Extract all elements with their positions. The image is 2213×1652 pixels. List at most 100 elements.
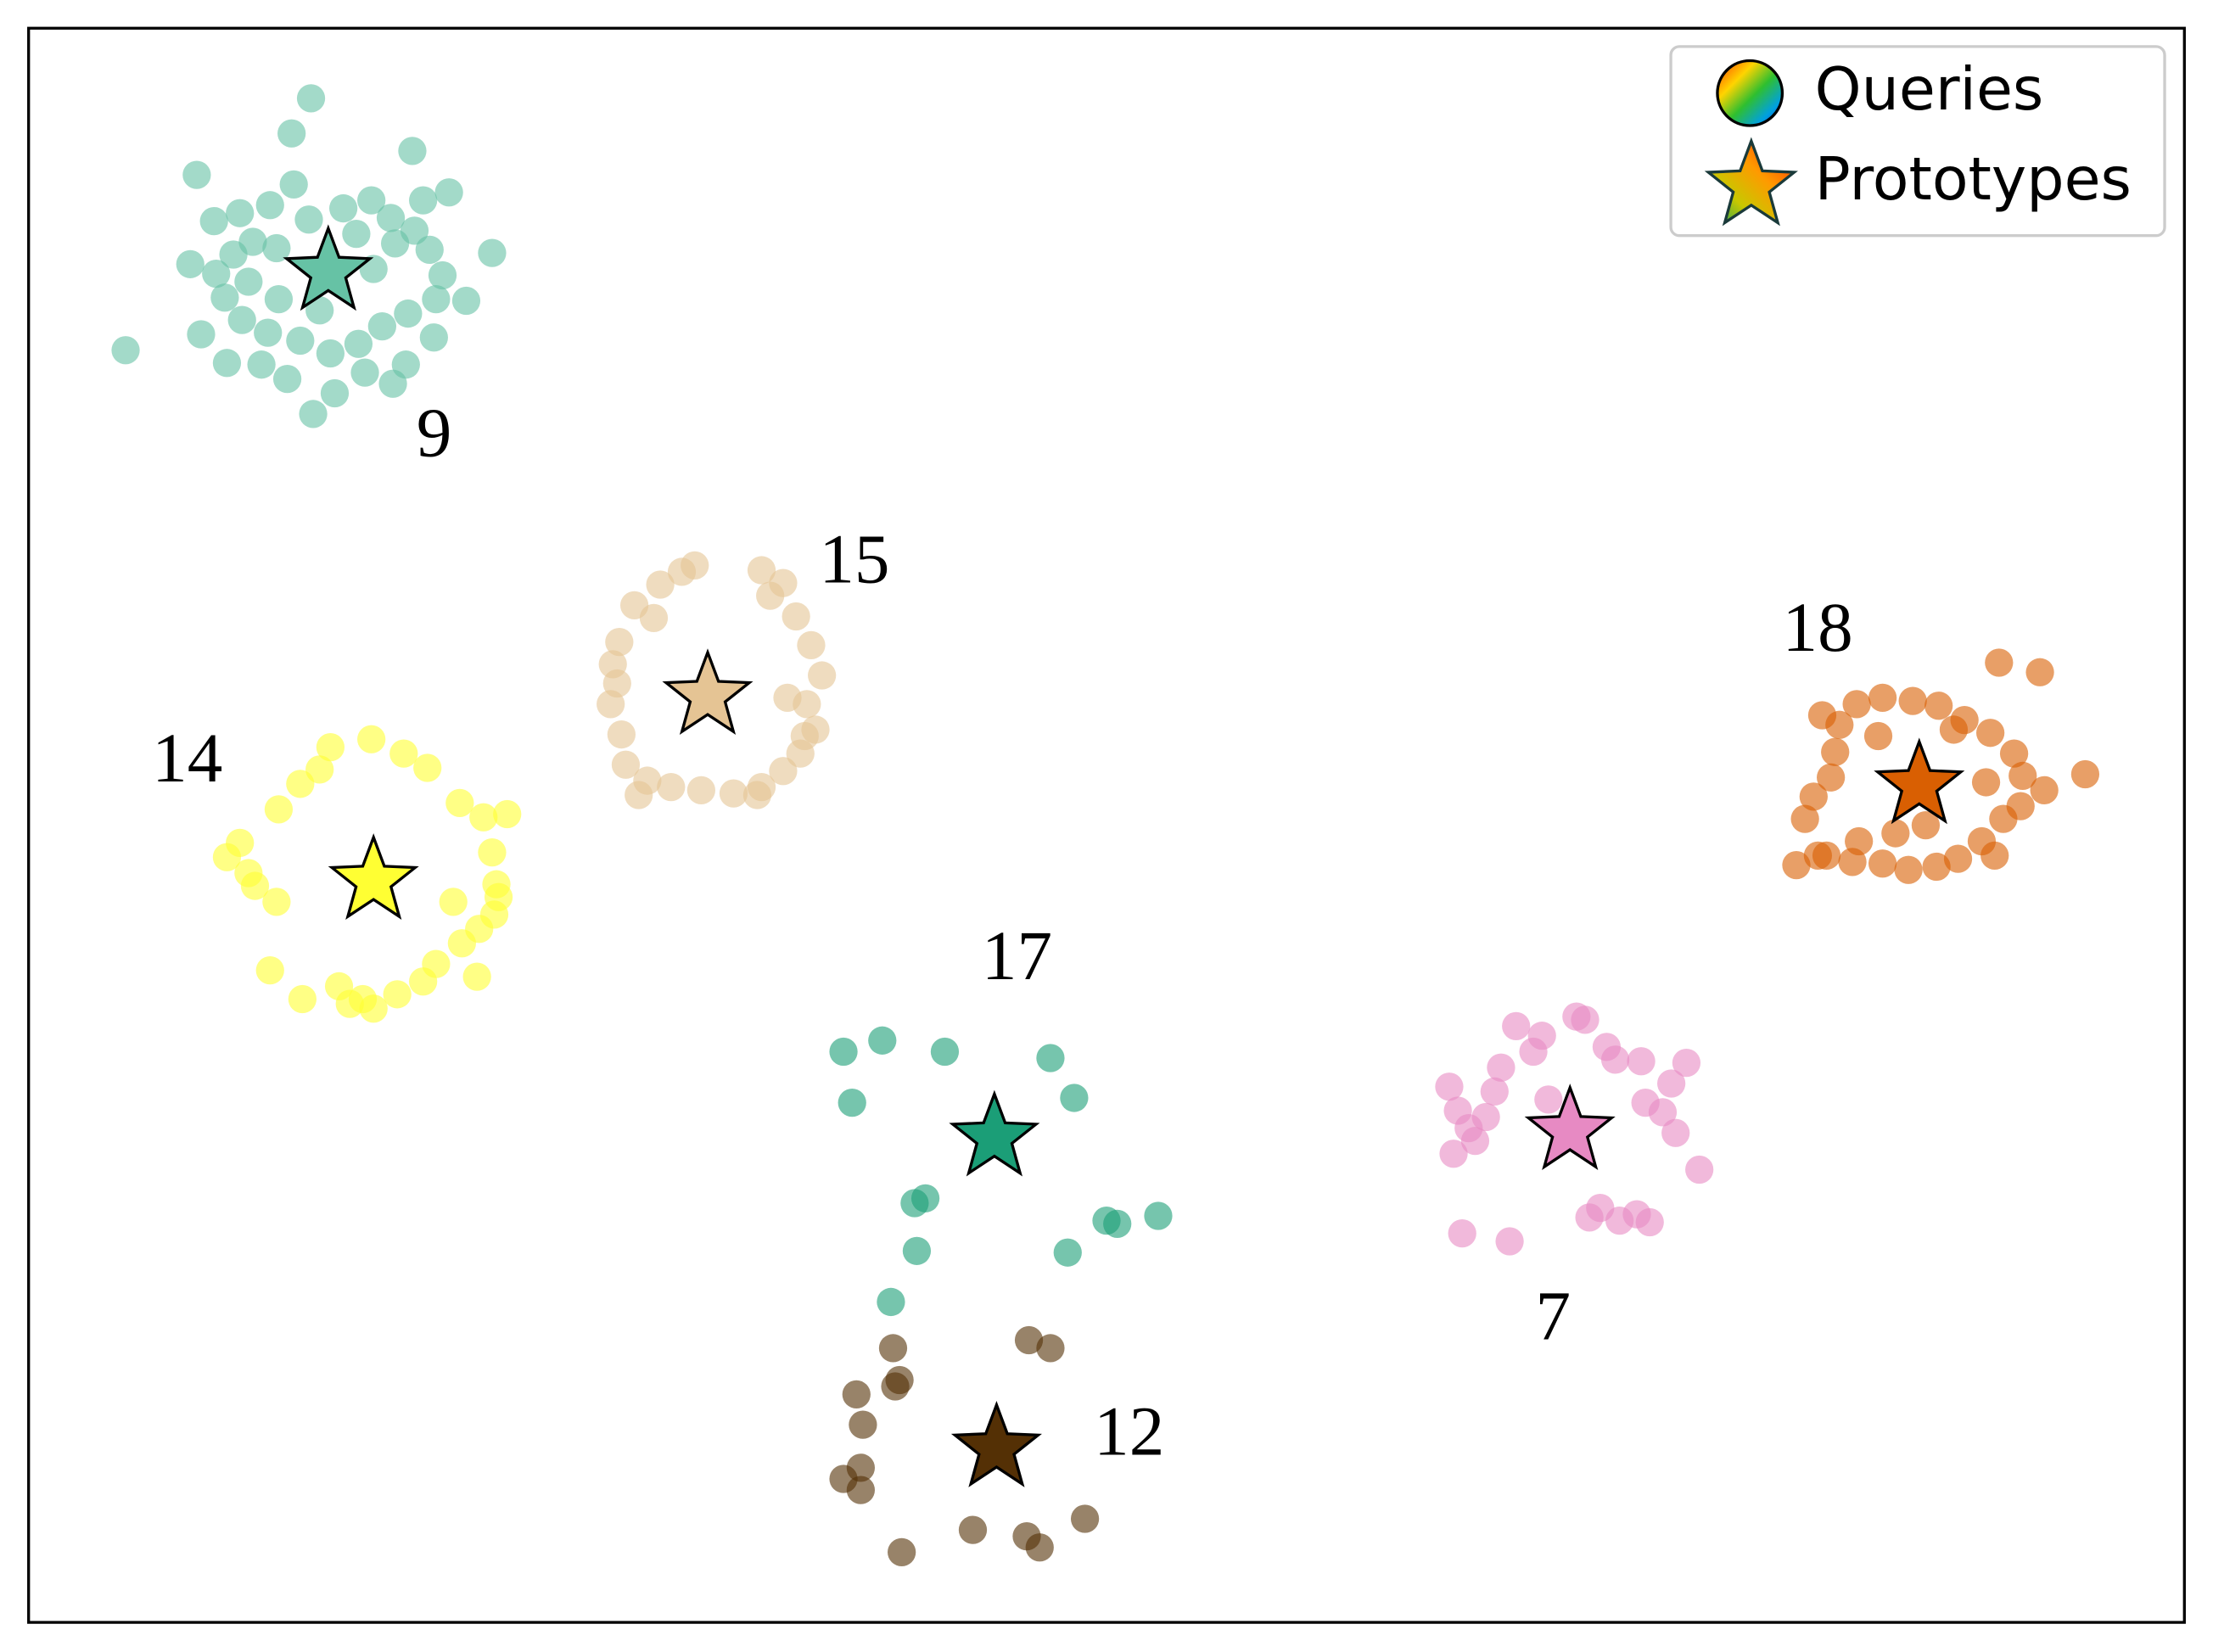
- query-point: [797, 630, 826, 659]
- query-point: [1534, 1085, 1563, 1114]
- query-point: [182, 160, 211, 189]
- query-point: [1894, 855, 1923, 884]
- query-point: [1842, 690, 1871, 719]
- query-point: [1807, 701, 1837, 730]
- query-point: [1527, 1022, 1556, 1050]
- query-point: [1600, 1045, 1630, 1074]
- query-point: [1036, 1334, 1065, 1363]
- query-point: [786, 739, 815, 768]
- query-point: [255, 956, 284, 985]
- query-point: [639, 603, 669, 633]
- legend-icon-prototypes: [1704, 137, 1798, 227]
- query-point: [445, 788, 474, 817]
- query-point: [226, 199, 255, 227]
- query-point: [1799, 782, 1828, 811]
- query-point: [842, 1380, 871, 1409]
- query-point: [478, 837, 507, 867]
- query-point: [1911, 811, 1941, 840]
- query-point: [255, 191, 284, 220]
- query-point: [742, 781, 772, 809]
- query-point: [1036, 1044, 1065, 1072]
- query-point: [428, 260, 457, 290]
- query-point: [305, 296, 334, 325]
- query-point: [227, 305, 256, 334]
- query-point: [1672, 1048, 1701, 1078]
- query-point: [199, 206, 228, 236]
- query-point: [247, 350, 276, 379]
- query-point: [1922, 852, 1951, 882]
- query-point: [1053, 1238, 1082, 1267]
- query-point: [1103, 1209, 1132, 1239]
- prototype-star: [662, 648, 754, 736]
- query-point: [324, 972, 354, 1001]
- prototype-star: [1874, 737, 1965, 825]
- query-point: [344, 329, 373, 358]
- query-point: [434, 178, 463, 207]
- query-point: [2070, 759, 2100, 789]
- query-point: [1571, 1005, 1600, 1034]
- query-point: [272, 364, 302, 394]
- query-point: [279, 170, 308, 199]
- query-point: [389, 739, 418, 768]
- query-point: [212, 349, 242, 378]
- cluster-label: 7: [1535, 1277, 1571, 1355]
- query-point: [305, 755, 334, 784]
- query-point: [262, 888, 291, 916]
- query-point: [1480, 1077, 1509, 1106]
- query-point: [262, 233, 291, 263]
- query-point: [902, 1236, 932, 1265]
- query-point: [1448, 1219, 1476, 1248]
- plot-frame: [27, 26, 2186, 1624]
- query-point: [1881, 819, 1910, 848]
- legend-icon-queries: [1716, 59, 1784, 127]
- query-point: [320, 378, 350, 408]
- query-point: [398, 137, 427, 165]
- query-point: [686, 776, 715, 804]
- query-point: [264, 795, 294, 824]
- query-point: [2009, 761, 2037, 791]
- query-point: [1939, 715, 1969, 744]
- query-point: [1845, 826, 1874, 856]
- query-point: [367, 311, 396, 341]
- query-point: [888, 1537, 916, 1567]
- query-point: [1471, 1102, 1500, 1132]
- query-point: [829, 1037, 858, 1067]
- query-point: [380, 229, 410, 258]
- prototype-star: [949, 1089, 1040, 1177]
- query-point: [1502, 1011, 1531, 1041]
- query-point: [1657, 1069, 1686, 1098]
- query-point: [1495, 1227, 1524, 1256]
- query-point: [607, 720, 636, 749]
- query-point: [769, 568, 798, 597]
- query-point: [187, 320, 216, 349]
- query-point: [878, 1334, 908, 1363]
- query-point: [1817, 763, 1846, 792]
- query-point: [383, 980, 412, 1009]
- query-point: [316, 732, 345, 762]
- query-point: [747, 556, 776, 585]
- cluster-label: 15: [819, 520, 889, 598]
- query-point: [1487, 1053, 1515, 1082]
- query-point: [342, 219, 371, 249]
- query-point: [413, 753, 442, 782]
- legend-label: Queries: [1815, 55, 2044, 124]
- query-point: [910, 1184, 940, 1212]
- query-point: [419, 323, 448, 352]
- query-point: [409, 967, 438, 996]
- query-point: [234, 267, 263, 296]
- query-point: [719, 779, 748, 808]
- query-point: [602, 669, 631, 698]
- query-point: [782, 602, 810, 631]
- query-point: [657, 772, 686, 802]
- query-point: [1460, 1127, 1490, 1156]
- query-point: [409, 186, 438, 215]
- prototype-star: [950, 1400, 1042, 1487]
- query-point: [1863, 721, 1893, 751]
- query-point: [1685, 1155, 1714, 1184]
- query-point: [849, 1410, 877, 1439]
- query-point: [1070, 1504, 1100, 1533]
- cluster-label: 14: [152, 719, 222, 797]
- query-point: [846, 1476, 876, 1504]
- query-point: [877, 1287, 905, 1317]
